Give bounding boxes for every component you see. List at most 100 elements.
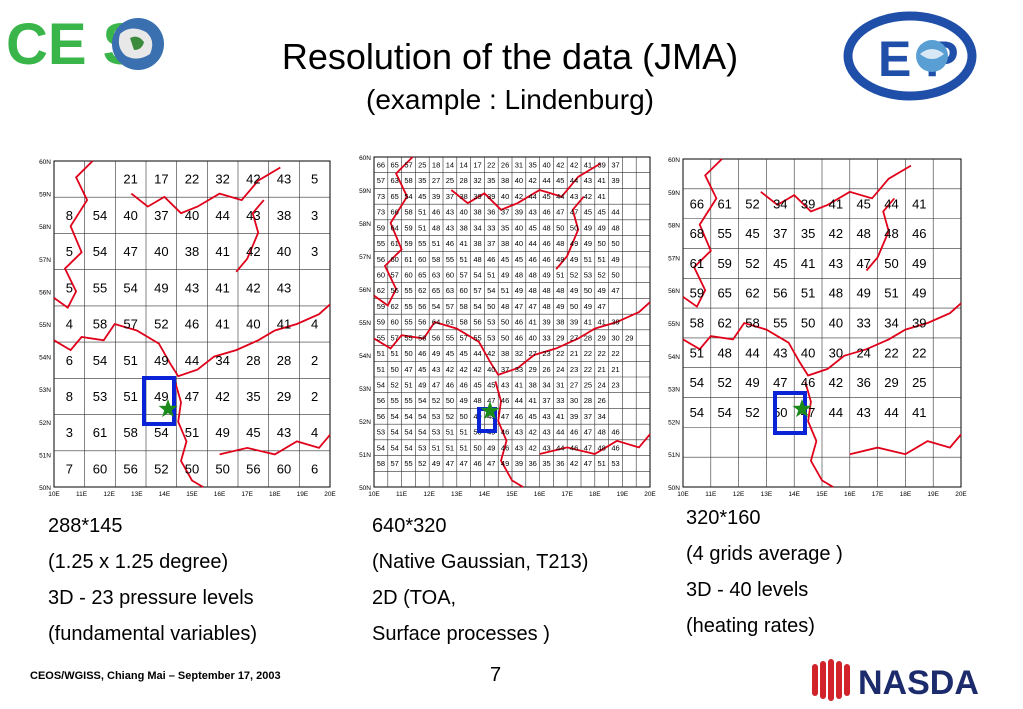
grid-cell-value: 46 [542, 239, 550, 248]
grid-cell-value: 49 [584, 302, 592, 311]
coastline [804, 381, 834, 488]
grid-cell-value: 50 [473, 443, 481, 452]
longitude-label: 16E [214, 491, 226, 498]
grid-cell-value: 48 [473, 396, 481, 405]
star-icon [158, 399, 178, 418]
grid-cell-value: 40 [487, 365, 495, 374]
longitude-label: 15E [186, 491, 198, 498]
grid-cell-value: 43 [542, 428, 550, 437]
grid-cell-value: 61 [690, 256, 704, 271]
grid-cell-value: 28 [277, 353, 291, 368]
grid-cell-value: 46 [473, 459, 481, 468]
page-title: Resolution of the data (JMA) [281, 36, 739, 77]
grid-cell-value: 36 [856, 375, 870, 390]
grid-cell-value: 56 [432, 333, 440, 342]
grid-cell-value: 51 [598, 459, 606, 468]
grid-cell-value: 56 [377, 396, 385, 405]
grid-cell-value: 39 [801, 196, 815, 211]
grid-cell-value: 47 [856, 256, 870, 271]
latitude-label: 60N [668, 157, 680, 164]
grid-cell-value: 38 [529, 380, 537, 389]
grid-cell-value: 63 [432, 270, 440, 279]
grid-cell-value: 45 [246, 425, 260, 440]
grid-cell-value: 40 [801, 345, 815, 360]
grid-cell-value: 43 [185, 280, 199, 295]
grid-cell-value: 40 [515, 176, 523, 185]
grid-cell-value: 49 [856, 286, 870, 301]
grid-cell-value: 34 [884, 316, 898, 331]
grid-cell-value: 55 [473, 333, 481, 342]
grid-cell-value: 27 [570, 333, 578, 342]
grid-cell-value: 48 [542, 302, 550, 311]
grid-cell-value: 55 [404, 459, 412, 468]
grid-cell-value: 54 [404, 428, 412, 437]
grid-cell-value: 32 [215, 172, 229, 187]
grid-cell-value: 53 [432, 412, 440, 421]
grid-cell-value: 22 [487, 160, 495, 169]
grid-cell-value: 37 [611, 160, 619, 169]
grid-cell-value: 52 [432, 396, 440, 405]
grid-cell-value: 33 [856, 316, 870, 331]
grid-cell-value: 58 [690, 316, 704, 331]
grid-cell-value: 53 [487, 333, 495, 342]
grid-cell-value: 50 [611, 270, 619, 279]
grid-cell-value: 53 [93, 389, 107, 404]
grid-cell-value: 42 [246, 280, 260, 295]
grid-cell-value: 52 [391, 380, 399, 389]
grid-cell-value: 29 [884, 375, 898, 390]
grid-cell-value: 23 [570, 365, 578, 374]
grid-cell-value: 26 [542, 365, 550, 374]
grid-cell-value: 66 [377, 160, 385, 169]
grid-cell-value: 59 [377, 223, 385, 232]
grid-cell-value: 45 [501, 255, 509, 264]
longitude-label: 13E [761, 491, 773, 498]
caption-right-line-3: 3D - 40 levels [686, 579, 809, 601]
grid-cell-value: 61 [93, 425, 107, 440]
grid-cell-value: 46 [185, 317, 199, 332]
longitude-label: 12E [423, 491, 435, 498]
grid-cell-value: 38 [473, 208, 481, 217]
grid-cell-value: 41 [912, 405, 926, 420]
grid-cell-value: 47 [432, 380, 440, 389]
page-number: 7 [490, 664, 502, 686]
grid-cell-value: 29 [277, 389, 291, 404]
grid-cell-value: 45 [856, 196, 870, 211]
grid-cell-value: 54 [690, 375, 704, 390]
grid-cell-value: 37 [154, 208, 168, 223]
grid-cell-value: 50 [501, 318, 509, 327]
grid-cell-value: 45 [773, 256, 787, 271]
coastline [682, 302, 962, 377]
grid-cell-value: 43 [773, 345, 787, 360]
grid-cell-value: 50 [598, 239, 606, 248]
grid-cell-value: 48 [529, 286, 537, 295]
grid-cell-value: 34 [773, 196, 787, 211]
grid-cell-value: 43 [829, 256, 843, 271]
grid-cell-value: 42 [246, 172, 260, 187]
grid-cell-value: 49 [570, 286, 578, 295]
latitude-label: 56N [39, 289, 51, 296]
grid-cell-value: 14 [460, 160, 468, 169]
grid-cell-value: 43 [246, 208, 260, 223]
grid-cell-value: 46 [432, 208, 440, 217]
grid-cell-value: 40 [542, 160, 550, 169]
latitude-label: 57N [668, 255, 680, 262]
grid-cell-value: 54 [473, 270, 481, 279]
coastline [130, 166, 281, 215]
grid-cell-value: 45 [460, 349, 468, 358]
grid-cell-value: 40 [529, 333, 537, 342]
ceop-logo: E P [840, 4, 1015, 102]
grid-cell-value: 39 [487, 192, 495, 201]
grid-cell-value: 38 [277, 208, 291, 223]
longitude-label: 18E [900, 491, 912, 498]
grid-cell-value: 45 [745, 226, 759, 241]
grid-cell-value: 42 [829, 375, 843, 390]
grid-cell-value: 55 [717, 226, 731, 241]
grid-cell-value: 42 [556, 160, 564, 169]
caption-right-line-2: (4 grids average ) [686, 543, 843, 565]
grid-cell-value: 28 [460, 176, 468, 185]
grid-cell-value: 58 [460, 318, 468, 327]
grid-cell-value: 41 [515, 380, 523, 389]
caption-left-line-3: 3D - 23 pressure levels [48, 587, 254, 609]
grid-cell-value: 41 [584, 318, 592, 327]
grid-cell-value: 34 [542, 380, 550, 389]
